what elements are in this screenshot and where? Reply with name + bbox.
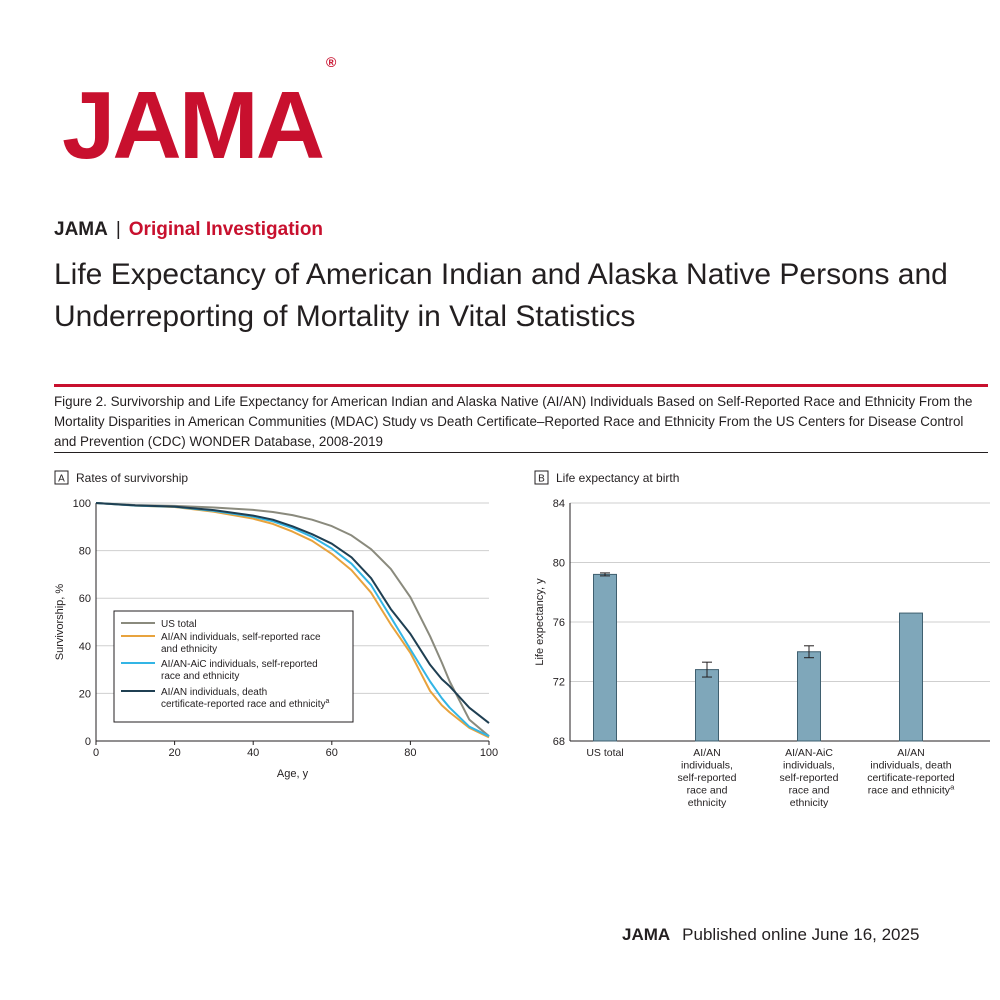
bar-1 (593, 573, 617, 742)
panel-a-y-tick-label: 40 (79, 641, 91, 653)
panel-a-x-axis-label: Age, y (277, 768, 309, 780)
page-footer: JAMA Published online June 16, 2025 (622, 925, 919, 945)
category-label-4: AI/AN individuals, death certificate-repor… (867, 747, 955, 797)
panel-a-x-tick-label: 80 (404, 747, 416, 759)
panel-a-y-tick-label: 100 (73, 498, 91, 510)
jama-logo: JAMA® (62, 54, 337, 179)
series-line-4 (95, 502, 490, 724)
panel-a-x-tick-label: 60 (326, 747, 338, 759)
panel-a-y-tick-label: 80 (79, 546, 91, 558)
panel-a-x-tick-label: 0 (93, 747, 99, 759)
journal-name: JAMA (54, 219, 108, 240)
panel-a-y-tick-label: 20 (79, 688, 91, 700)
panel-a-letter: A (58, 474, 65, 485)
legend-label-1: US total (161, 619, 197, 630)
category-label-2: AI/AN individuals, self-reported race and et… (678, 747, 737, 809)
panel-a-y-tick-label: 0 (85, 736, 91, 748)
panel-b-y-tick-label: 76 (553, 617, 565, 629)
caption-bottom-rule (54, 452, 988, 453)
panel-a-y-axis-label: Survivorship, % (54, 584, 66, 661)
category-label-3: AI/AN-AiC individuals, self-reported race a… (780, 747, 839, 809)
publication-date: Published online June 16, 2025 (682, 925, 920, 944)
panel-a-x-tick-label: 20 (168, 747, 180, 759)
article-kicker: JAMA | Original Investigation (54, 219, 323, 241)
category-label-1: US total (586, 747, 623, 759)
panel-a-title: Rates of survivorship (76, 471, 188, 485)
legend-label-2: AI/AN individuals, self-reported race and… (161, 632, 321, 655)
series-line-1 (95, 502, 490, 737)
panel-a-x-tick-label: 100 (480, 747, 498, 759)
panel-b-y-tick-label: 80 (553, 558, 565, 570)
bar-3 (797, 651, 821, 742)
panel-b-y-tick-label: 68 (553, 736, 565, 748)
panel-a-x-tick-label: 40 (247, 747, 259, 759)
panel-a-badge (54, 470, 69, 485)
bar-4 (899, 612, 923, 742)
section-label: Original Investigation (128, 219, 324, 240)
figure-caption: Figure 2. Survivorship and Life Expectan… (54, 394, 973, 449)
panel-b-y-tick-label: 72 (553, 677, 565, 689)
legend-label-4: AI/AN individuals, death certificate-repo… (161, 687, 330, 710)
panel-b-y-axis-label: Life expectancy, y (534, 578, 546, 666)
bar-2 (695, 669, 719, 742)
footer-journal: JAMA (622, 925, 671, 944)
kicker-separator: | (115, 219, 121, 240)
panel-b-y-tick-label: 84 (553, 498, 565, 510)
article-title: Life Expectancy of American Indian and A… (54, 258, 948, 333)
panel-b-letter: B (538, 474, 545, 485)
caption-top-rule (54, 384, 988, 387)
legend-label-3: AI/AN-AiC individuals, self-reported race… (161, 659, 318, 682)
panel-b-title: Life expectancy at birth (556, 471, 679, 485)
panel-a-legend-box (113, 610, 354, 723)
panel-a-y-tick-label: 60 (79, 593, 91, 605)
panel-b-badge (534, 470, 549, 485)
